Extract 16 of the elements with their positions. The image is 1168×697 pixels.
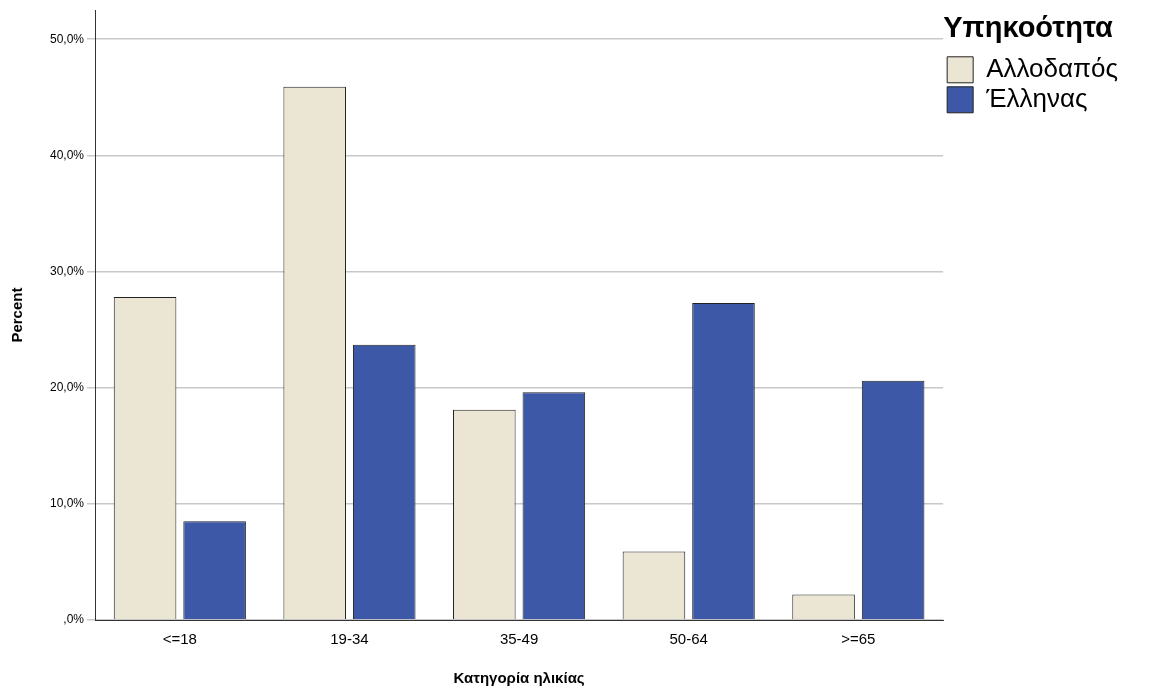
x-tick-label: 19-34 (330, 630, 369, 648)
y-tick-label: 50,0% (49, 31, 85, 46)
y-tick-label: 20,0% (49, 380, 85, 395)
y-tick-label: 10,0% (49, 496, 85, 511)
x-tick-label: 35-49 (499, 630, 539, 648)
legend-title: Υπηκοότητα (943, 10, 1114, 43)
x-tick-label: <=18 (162, 630, 197, 648)
y-tick-label: 30,0% (49, 263, 85, 278)
legend-label: Αλλοδαπός (986, 52, 1118, 83)
x-tick-label: 50-64 (669, 630, 708, 648)
x-tick-label: >=65 (841, 630, 876, 648)
x-axis-title: Κατηγορία ηλικίας (453, 669, 585, 687)
y-axis-title: Percent (8, 287, 26, 343)
y-tick-label: 40,0% (49, 147, 85, 162)
legend-label: Έλληνας (985, 82, 1088, 113)
y-tick-label: ,0% (63, 612, 85, 627)
